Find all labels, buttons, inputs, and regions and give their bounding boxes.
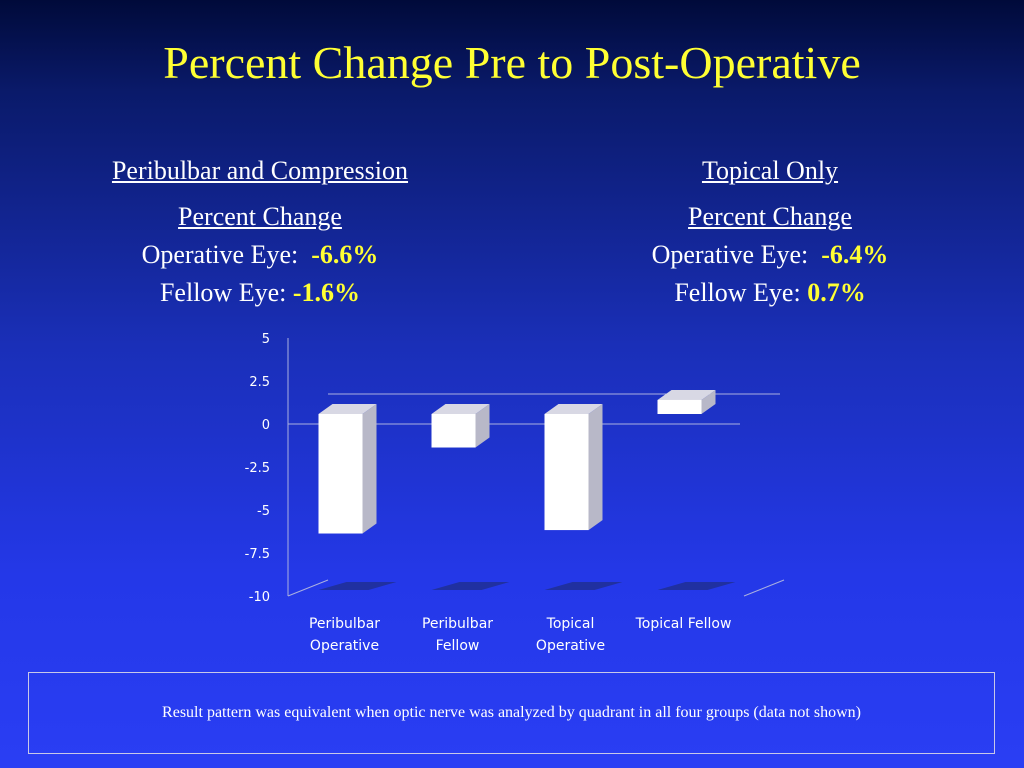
topical-operative-label: Operative Eye: [651,240,809,269]
bar-side [362,404,377,534]
y-tick-label: 5 [262,332,270,347]
bar-side [701,389,716,414]
topical-summary: Topical Only Percent Change Operative Ey… [570,152,970,312]
bar-top [431,404,490,414]
floor-left-edge [287,579,329,597]
bar-top [318,404,377,414]
bar-shadow [544,582,623,590]
bar-top [544,404,603,414]
peribulbar-operative-row: Operative Eye: -6.6% [60,236,460,274]
y-tick-label: -2.5 [245,461,270,476]
y-tick-label: -10 [249,590,270,605]
topical-operative-row: Operative Eye: -6.4% [570,236,970,274]
peribulbar-subheading: Percent Change [178,202,342,231]
x-tick-label: Topical [546,616,595,632]
peribulbar-fellow-label: Fellow Eye: [159,278,287,307]
topical-operative-value: -6.4% [821,240,889,269]
bar-shadow [431,582,510,590]
x-tick-label: Peribulbar [309,616,380,632]
topical-fellow-value: 0.7% [807,278,866,307]
x-tick-label: Peribulbar [422,616,493,632]
footnote-text: Result pattern was equivalent when optic… [162,704,861,721]
y-tick-label: -7.5 [245,547,270,562]
peribulbar-fellow-row: Fellow Eye: -1.6% [60,274,460,312]
peribulbar-fellow-value: -1.6% [292,278,361,307]
x-tick-label: Topical Fellow [635,616,732,632]
topical-subheading: Percent Change [688,202,852,231]
bar-side [588,404,603,531]
topical-heading: Topical Only [701,156,839,185]
topical-fellow-row: Fellow Eye: 0.7% [570,274,970,312]
bar [657,399,702,414]
bar [318,414,363,534]
y-tick-label: -5 [257,504,270,519]
x-tick-label: Operative [536,638,605,654]
topical-fellow-label: Fellow Eye: [674,278,801,307]
bar-chart-svg: 5 2.5 0 -2.5 -5 -7.5 -10 Peribulbar Operative Per… [245,332,785,654]
peribulbar-summary: Peribulbar and Compression Percent Chang… [60,152,460,312]
bar [431,414,476,448]
bar [544,414,589,531]
bar-shadow [657,582,736,590]
y-tick-label: 0 [262,418,270,433]
percent-change-chart: 5 2.5 0 -2.5 -5 -7.5 -10 Peribulbar Operative Per… [230,322,790,662]
bar-shadow [318,582,397,590]
y-tick-label: 2.5 [249,375,270,390]
slide-title: Percent Change Pre to Post-Operative [163,37,861,88]
peribulbar-operative-label: Operative Eye: [141,240,299,269]
peribulbar-heading: Peribulbar and Compression [111,156,409,185]
x-tick-label: Operative [310,638,379,654]
floor-right-edge [743,579,785,597]
bar-side [475,404,490,448]
peribulbar-operative-value: -6.6% [311,240,379,269]
x-tick-label: Fellow [436,638,480,654]
footnote-box: Result pattern was equivalent when optic… [28,672,995,754]
bar-top [657,389,716,400]
